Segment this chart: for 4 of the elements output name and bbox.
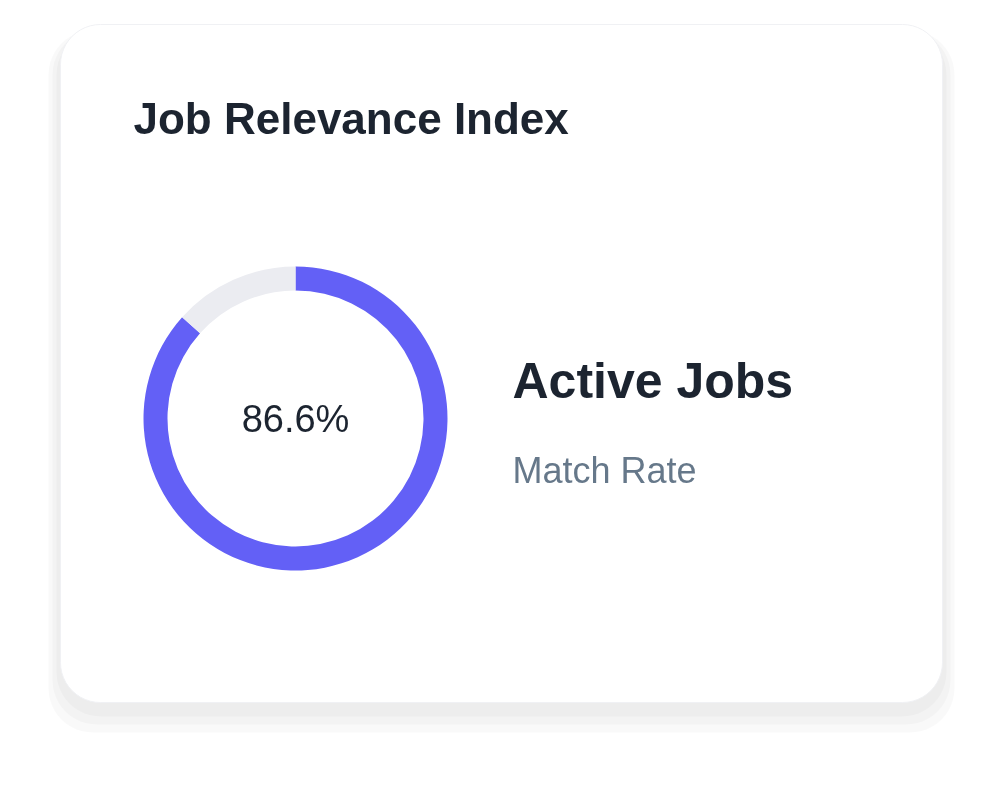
text: Match Rate [512,450,697,491]
chart-title: Job Relevance Index [133,94,570,143]
data-label: 86.6% [241,397,350,440]
text: Active Jobs [512,352,794,409]
